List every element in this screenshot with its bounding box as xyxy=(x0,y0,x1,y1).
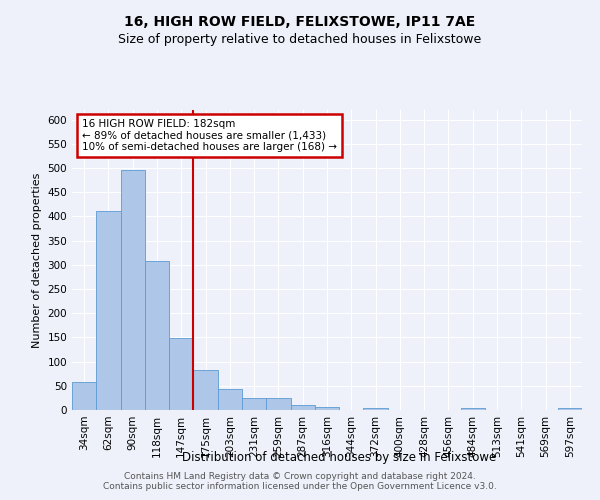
Bar xyxy=(121,170,145,410)
Bar xyxy=(72,382,96,410)
Bar xyxy=(315,406,339,410)
Bar xyxy=(96,211,121,410)
Bar xyxy=(461,408,485,410)
Text: Contains public sector information licensed under the Open Government Licence v3: Contains public sector information licen… xyxy=(103,482,497,491)
Bar xyxy=(218,388,242,410)
Bar xyxy=(242,398,266,410)
Text: 16, HIGH ROW FIELD, FELIXSTOWE, IP11 7AE: 16, HIGH ROW FIELD, FELIXSTOWE, IP11 7AE xyxy=(124,15,476,29)
Text: Contains HM Land Registry data © Crown copyright and database right 2024.: Contains HM Land Registry data © Crown c… xyxy=(124,472,476,481)
Text: 16 HIGH ROW FIELD: 182sqm
← 89% of detached houses are smaller (1,433)
10% of se: 16 HIGH ROW FIELD: 182sqm ← 89% of detac… xyxy=(82,119,337,152)
Text: Size of property relative to detached houses in Felixstowe: Size of property relative to detached ho… xyxy=(118,32,482,46)
Bar xyxy=(193,370,218,410)
Bar xyxy=(266,398,290,410)
Bar xyxy=(145,262,169,410)
Bar xyxy=(364,408,388,410)
Text: Distribution of detached houses by size in Felixstowe: Distribution of detached houses by size … xyxy=(182,451,496,464)
Bar xyxy=(290,405,315,410)
Y-axis label: Number of detached properties: Number of detached properties xyxy=(32,172,42,348)
Bar xyxy=(558,408,582,410)
Bar xyxy=(169,338,193,410)
